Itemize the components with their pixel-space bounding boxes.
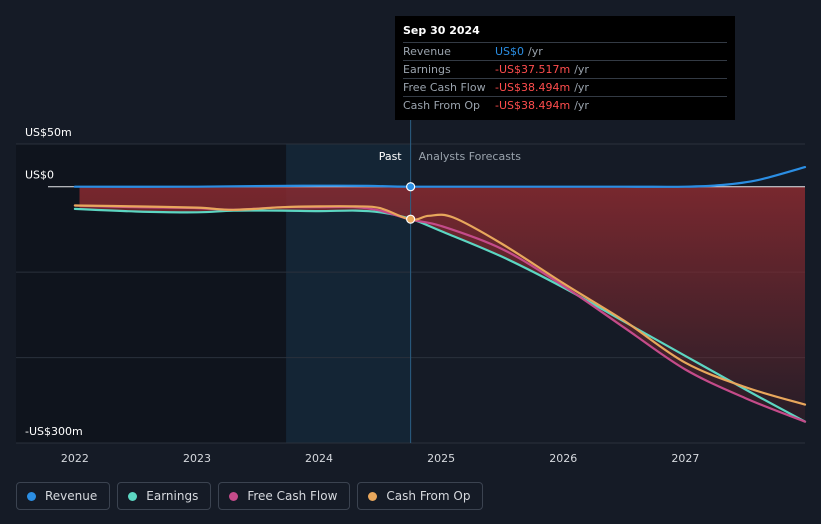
tooltip-unit: /yr <box>574 81 589 94</box>
x-tick-label: 2027 <box>671 452 699 465</box>
tooltip-date: Sep 30 2024 <box>403 24 480 37</box>
tooltip-label: Earnings <box>403 63 451 76</box>
y-tick-label: -US$300m <box>25 425 83 438</box>
x-tick-label: 2025 <box>427 452 455 465</box>
tooltip-value: -US$38.494m <box>495 99 571 112</box>
legend-dot-icon <box>128 491 138 501</box>
legend-dot-icon <box>229 491 239 501</box>
legend-label: Cash From Op <box>386 489 471 503</box>
tooltip-unit: /yr <box>574 63 589 76</box>
y-tick-label: US$0 <box>25 169 54 182</box>
tooltip-label: Revenue <box>403 45 451 58</box>
series-line-revenue <box>73 166 807 188</box>
legend-label: Revenue <box>45 489 98 503</box>
legend: Revenue Earnings Free Cash Flow Cash Fro… <box>16 482 484 510</box>
x-tick-label: 2024 <box>305 452 333 465</box>
legend-item-revenue[interactable]: Revenue <box>16 482 111 510</box>
tooltip-value: -US$37.517m <box>495 63 571 76</box>
x-tick-label: 2023 <box>183 452 211 465</box>
legend-item-free-cash-flow[interactable]: Free Cash Flow <box>218 482 351 510</box>
x-tick-label: 2022 <box>61 452 89 465</box>
y-tick-label: US$50m <box>25 126 72 139</box>
legend-item-earnings[interactable]: Earnings <box>117 482 212 510</box>
tooltip-label: Free Cash Flow <box>403 81 486 94</box>
negative-area <box>79 186 805 422</box>
markers <box>406 182 416 224</box>
tooltip-value: US$0 <box>495 45 525 58</box>
tooltip-value: -US$38.494m <box>495 81 571 94</box>
tooltip-row-revenue: Revenue US$0 /yr <box>403 42 727 60</box>
legend-dot-icon <box>27 491 36 501</box>
legend-dot-icon <box>368 491 378 501</box>
legend-label: Free Cash Flow <box>247 489 338 503</box>
legend-label: Earnings <box>146 489 199 503</box>
tooltip-unit: /yr <box>574 99 589 112</box>
y-axis-labels: US$50m US$0 -US$300m <box>25 126 83 438</box>
legend-item-cash-from-op[interactable]: Cash From Op <box>357 482 484 510</box>
tooltip: Sep 30 2024 Revenue US$0 /yr Earnings -U… <box>395 16 735 120</box>
tooltip-unit: /yr <box>528 45 543 58</box>
tooltip-row-free-cash-flow: Free Cash Flow -US$38.494m /yr <box>403 78 727 96</box>
x-tick-label: 2026 <box>549 452 577 465</box>
tooltip-row-earnings: Earnings -US$37.517m /yr <box>403 60 727 78</box>
revenue-marker <box>406 182 416 192</box>
past-label: Past <box>379 150 403 163</box>
forecast-label: Analysts Forecasts <box>419 150 522 163</box>
tooltip-row-cash-from-op: Cash From Op -US$38.494m /yr <box>403 96 727 114</box>
cash-flow-marker <box>406 214 416 224</box>
tooltip-label: Cash From Op <box>403 99 481 112</box>
x-axis-labels: 2022 2023 2024 2025 2026 2027 <box>61 452 699 465</box>
